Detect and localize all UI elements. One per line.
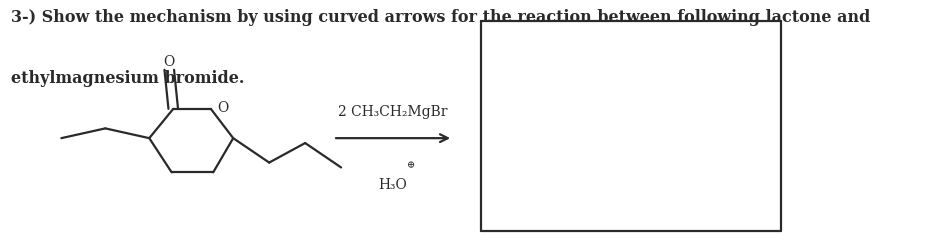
Text: H₃O: H₃O: [378, 178, 407, 192]
Text: O: O: [217, 101, 229, 115]
Text: O: O: [164, 55, 175, 69]
Text: 2 CH₃CH₂MgBr: 2 CH₃CH₂MgBr: [339, 105, 448, 119]
Text: ethylmagnesium bromide.: ethylmagnesium bromide.: [11, 70, 245, 87]
Text: ⊕: ⊕: [407, 161, 415, 170]
Text: 3-) Show the mechanism by using curved arrows for the reaction between following: 3-) Show the mechanism by using curved a…: [11, 9, 870, 26]
